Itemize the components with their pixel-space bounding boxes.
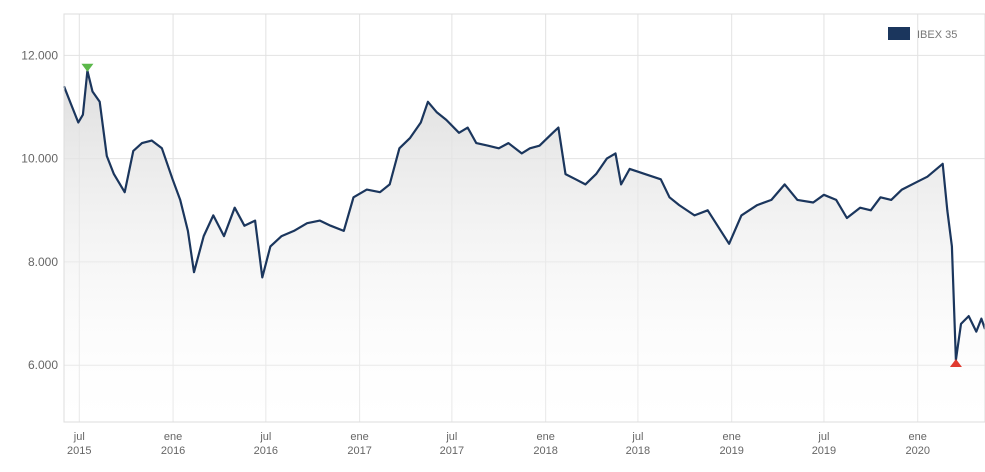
x-tick-year-0: 2015	[67, 445, 91, 457]
x-tick-month-8: jul	[817, 431, 829, 443]
x-tick-year-4: 2017	[440, 445, 464, 457]
x-tick-month-1: ene	[164, 431, 182, 443]
series-area-ibex35	[64, 70, 985, 423]
y-tick-label-2: 10.000	[21, 152, 58, 166]
x-tick-year-8: 2019	[812, 445, 836, 457]
y-tick-label-3: 12.000	[21, 48, 58, 62]
max-marker	[81, 63, 94, 72]
x-tick-year-1: 2016	[161, 445, 185, 457]
x-tick-month-6: jul	[631, 431, 643, 443]
legend[interactable]: IBEX 35	[888, 27, 957, 41]
x-tick-month-5: ene	[536, 431, 554, 443]
x-tick-year-7: 2019	[719, 445, 743, 457]
x-tick-year-3: 2017	[347, 445, 371, 457]
y-tick-label-0: 6.000	[28, 358, 58, 372]
x-tick-month-7: ene	[723, 431, 741, 443]
x-tick-year-2: 2016	[254, 445, 278, 457]
plot-border	[63, 13, 985, 423]
series-line-ibex35	[62, 69, 985, 362]
x-tick-year-6: 2018	[626, 445, 650, 457]
x-tick-month-4: jul	[445, 431, 457, 443]
x-tick-month-2: jul	[259, 431, 271, 443]
x-axis-labels: jul 2015 ene 2016 jul 2016 ene 2017 jul 2017 ene 20…	[67, 431, 930, 457]
legend-swatch	[888, 27, 910, 40]
legend-label: IBEX 35	[917, 29, 957, 41]
x-tick-month-3: ene	[350, 431, 368, 443]
x-tick-year-5: 2018	[533, 445, 557, 457]
y-axis-labels: 6.000 8.000 10.000 12.000	[21, 48, 58, 372]
x-tick-month-0: jul	[73, 431, 85, 443]
x-tick-year-9: 2020	[905, 445, 929, 457]
x-tick-month-9: ene	[909, 431, 927, 443]
min-marker	[949, 359, 962, 368]
y-tick-label-1: 8.000	[28, 255, 58, 269]
extreme-markers	[81, 63, 962, 368]
